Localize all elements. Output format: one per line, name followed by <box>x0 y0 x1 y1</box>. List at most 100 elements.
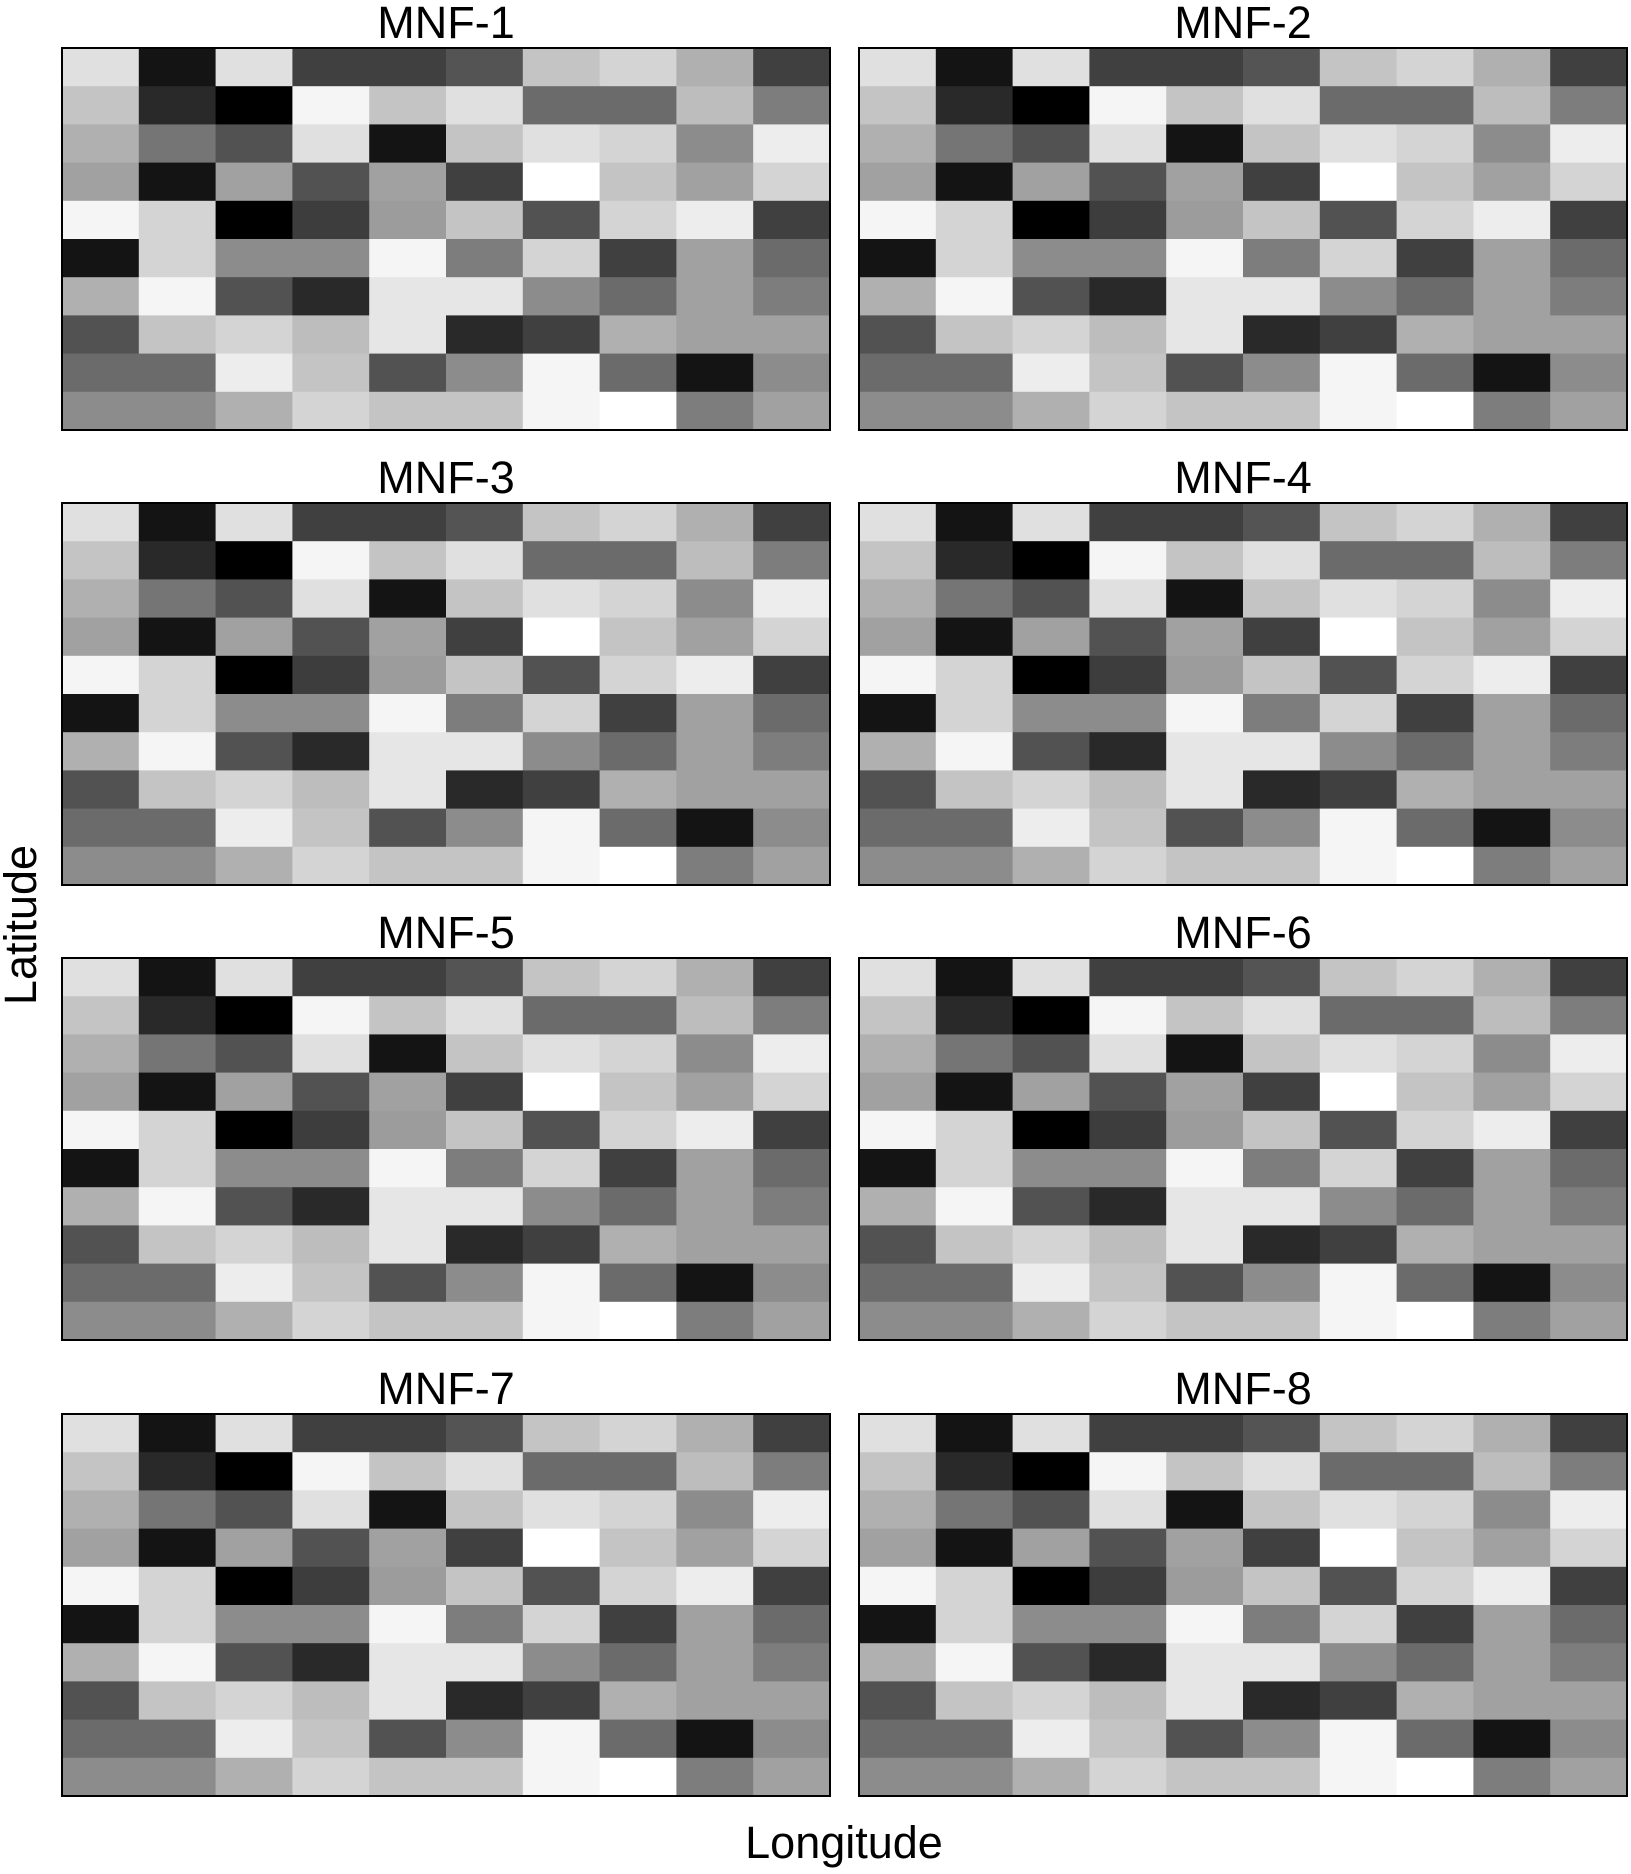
heatmap-cell <box>753 1225 831 1265</box>
heatmap-cell <box>522 1301 601 1341</box>
heatmap-cell <box>676 239 754 278</box>
heatmap-cell <box>676 1187 754 1226</box>
heatmap-cell <box>676 1034 754 1074</box>
heatmap-cell <box>215 353 293 393</box>
heatmap-cell <box>676 315 754 355</box>
heatmap-cell <box>138 1034 217 1074</box>
heatmap-cell <box>1089 1110 1167 1150</box>
heatmap-cell <box>138 1263 217 1303</box>
heatmap-cell <box>1166 86 1244 125</box>
panel-8: MNF-8 <box>858 1363 1628 1797</box>
heatmap-cell <box>369 124 447 164</box>
heatmap-cell <box>292 732 370 771</box>
heatmap-cell <box>1012 200 1090 240</box>
heatmap-cell <box>1396 770 1474 810</box>
heatmap-cell <box>292 162 370 202</box>
heatmap-cell <box>369 1034 447 1074</box>
panel-frame <box>858 47 1628 431</box>
heatmap-cell <box>1550 1719 1628 1759</box>
heatmap-cell <box>522 1225 601 1265</box>
heatmap-cell <box>522 1490 601 1530</box>
heatmap-cell <box>1012 1490 1090 1530</box>
heatmap-cell <box>1243 1225 1321 1265</box>
heatmap-cell <box>1396 732 1474 771</box>
heatmap-cell <box>138 391 217 431</box>
heatmap-cell <box>215 315 293 355</box>
heatmap-cell <box>1089 694 1167 733</box>
heatmap-cell <box>446 277 524 316</box>
heatmap-cell <box>935 1034 1014 1074</box>
heatmap-cell <box>1012 1605 1090 1644</box>
heatmap-cell <box>859 315 937 355</box>
heatmap-cell <box>599 124 677 164</box>
heatmap-cell <box>522 1757 601 1797</box>
heatmap-cell <box>1166 1681 1244 1721</box>
heatmap-cell <box>292 617 370 657</box>
heatmap-cell <box>1243 239 1321 278</box>
heatmap-cell <box>1243 1263 1321 1303</box>
heatmap-cell <box>1319 162 1398 202</box>
heatmap-cell <box>676 808 754 848</box>
heatmap-cell <box>599 391 677 431</box>
heatmap-cell <box>138 277 217 316</box>
heatmap-cell <box>1243 655 1321 695</box>
heatmap-cell <box>138 1605 217 1644</box>
heatmap-cell <box>138 541 217 580</box>
heatmap-cell <box>446 503 524 542</box>
heatmap-cell <box>1243 694 1321 733</box>
heatmap-cell <box>753 1757 831 1797</box>
heatmap-cell <box>599 958 677 997</box>
heatmap-cell <box>62 655 140 695</box>
heatmap-cell <box>1089 1681 1167 1721</box>
heatmap-cell <box>522 1643 601 1682</box>
heatmap-cell <box>1550 124 1628 164</box>
heatmap-cell <box>859 694 937 733</box>
heatmap-cell <box>446 162 524 202</box>
heatmap-cell <box>1396 1681 1474 1721</box>
heatmap-cell <box>859 1605 937 1644</box>
heatmap-cell <box>1396 996 1474 1035</box>
heatmap-cell <box>1089 1414 1167 1453</box>
heatmap-cell <box>292 996 370 1035</box>
heatmap-cell <box>1396 1263 1474 1303</box>
heatmap-cell <box>676 1490 754 1530</box>
heatmap-cell <box>859 1034 937 1074</box>
heatmap-cell <box>1089 1187 1167 1226</box>
panel-title: MNF-8 <box>1174 1363 1311 1414</box>
heatmap-cell <box>1012 1072 1090 1112</box>
heatmap-cell <box>859 1757 937 1797</box>
heatmap-cell <box>1550 315 1628 355</box>
heatmap-cell <box>1012 958 1090 997</box>
heatmap-cell <box>753 1643 831 1682</box>
heatmap-cell <box>599 1490 677 1530</box>
heatmap-cell <box>1243 1414 1321 1453</box>
panel-frame <box>858 502 1628 886</box>
heatmap-cell <box>1473 1149 1551 1188</box>
heatmap-cell <box>215 1187 293 1226</box>
heatmap-cell <box>138 770 217 810</box>
heatmap-cell <box>522 1566 601 1606</box>
heatmap-cell <box>215 1643 293 1682</box>
heatmap-cell <box>292 391 370 431</box>
heatmap-cell <box>753 541 831 580</box>
heatmap-cell <box>522 541 601 580</box>
heatmap-cell <box>1089 996 1167 1035</box>
heatmap-cell <box>292 1452 370 1491</box>
heatmap-cell <box>676 1072 754 1112</box>
heatmap-cell <box>1396 579 1474 619</box>
heatmap-cell <box>859 48 937 87</box>
heatmap-cell <box>1089 1452 1167 1491</box>
heatmap-cell <box>1550 1605 1628 1644</box>
heatmap-cell <box>1089 1605 1167 1644</box>
heatmap-cell <box>369 770 447 810</box>
heatmap-cell <box>446 391 524 431</box>
heatmap-cell <box>1319 732 1398 771</box>
heatmap-cell <box>1243 1110 1321 1150</box>
heatmap-cell <box>859 958 937 997</box>
heatmap-cell <box>369 315 447 355</box>
heatmap-cell <box>62 86 140 125</box>
heatmap-cell <box>753 694 831 733</box>
heatmap-cell <box>138 1452 217 1491</box>
heatmap-cell <box>1166 48 1244 87</box>
heatmap-cell <box>1550 846 1628 886</box>
